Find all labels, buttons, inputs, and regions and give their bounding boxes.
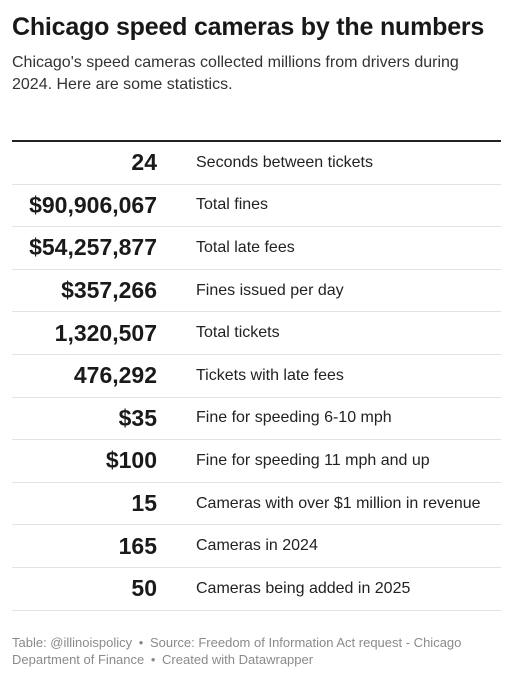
stat-value: 15 [131,490,157,517]
stats-table: 24 Seconds between tickets $90,906,067 Tota… [12,140,501,611]
stat-value: 50 [131,575,157,602]
stat-label: Total tickets [196,324,280,342]
chart-footer: Table: @illinoispolicy • Source: Freedom… [12,634,482,668]
stat-label: Cameras in 2024 [196,537,318,555]
table-row: $90,906,067 Total fines [12,185,501,228]
created-with-note: Created with Datawrapper [162,652,314,667]
table-row: $100 Fine for speeding 11 mph and up [12,440,501,483]
source-note: Source: Freedom of Information Act reque… [12,635,462,667]
table-row: 50 Cameras being added in 2025 [12,568,501,611]
stat-label: Seconds between tickets [196,153,373,171]
table-row: 476,292 Tickets with late fees [12,355,501,398]
stat-label: Tickets with late fees [196,366,344,384]
table-row: 165 Cameras in 2024 [12,525,501,568]
stat-label: Fine for speeding 11 mph and up [196,451,430,469]
stat-value: $357,266 [61,277,157,304]
stat-label: Fine for speeding 6-10 mph [196,409,392,427]
stat-label: Fines issued per day [196,281,344,299]
stat-value: 476,292 [73,362,157,389]
chart-title: Chicago speed cameras by the numbers [12,13,485,41]
stat-value: $35 [118,404,157,431]
stat-label: Total fines [196,196,269,214]
stat-label: Total late fees [196,238,295,256]
chart-subtitle: Chicago's speed cameras collected millio… [12,54,459,93]
stat-value: 165 [118,532,157,559]
table-row: $357,266 Fines issued per day [12,270,501,313]
stat-label: Cameras with over $1 million in revenue [196,494,481,512]
stat-value: $90,906,067 [29,191,157,218]
table-row: 1,320,507 Total tickets [12,312,501,355]
table-row: $54,257,877 Total late fees [12,227,501,270]
table-row: 15 Cameras with over $1 million in revenu… [12,483,501,526]
stat-label: Cameras being added in 2025 [196,579,411,597]
stat-value: 1,320,507 [54,319,157,346]
stat-value: $54,257,877 [29,234,157,261]
footer-separator: • [138,635,144,650]
stat-value: $100 [105,447,157,474]
footer-separator: • [150,652,156,667]
table-row: 24 Seconds between tickets [12,142,501,185]
table-row: $35 Fine for speeding 6-10 mph [12,398,501,441]
table-credit: Table: @illinoispolicy [12,635,133,650]
stat-value: 24 [131,149,157,176]
